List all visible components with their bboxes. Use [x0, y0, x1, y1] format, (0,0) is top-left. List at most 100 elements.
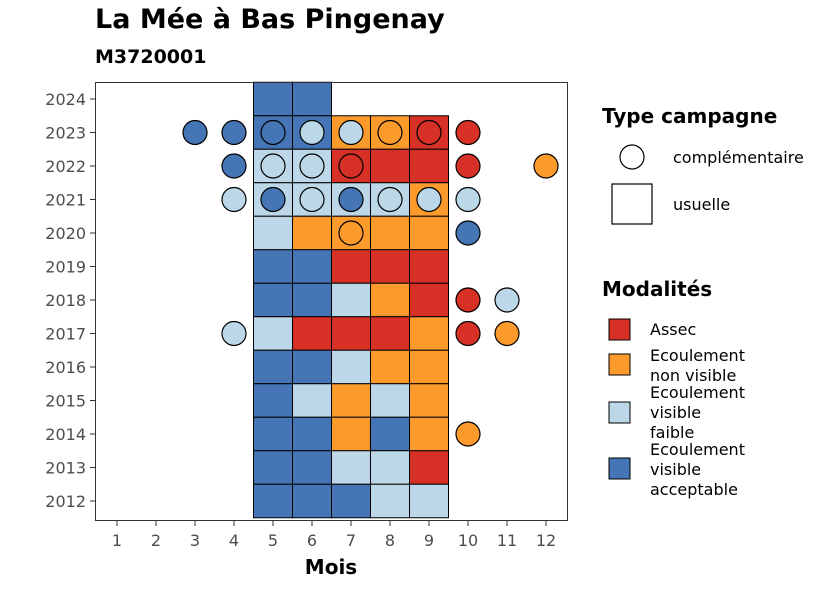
complementaire-point: [455, 287, 481, 313]
usuelle-tile: [331, 416, 371, 452]
y-tick-label: 2012: [45, 492, 86, 511]
complementaire-point: [416, 119, 442, 146]
legend-modalite-label: visible: [650, 403, 701, 422]
y-axis: 2012 2013 2014 2015 2016 2017 2018 2019 2020 2021…: [45, 90, 95, 511]
usuelle-tile: [253, 483, 293, 519]
y-tick-label: 2017: [45, 325, 86, 344]
x-tick-label: 4: [229, 531, 239, 550]
complementaire-point: [338, 153, 364, 179]
usuelle-tile: [253, 450, 293, 485]
usuelle-tile: [370, 282, 410, 318]
panel-border: [95, 82, 568, 521]
complementaire-point: [260, 119, 286, 146]
y-tick-label: 2018: [45, 291, 86, 310]
y-tick-label: 2020: [45, 224, 86, 243]
y-tick-label: 2013: [45, 459, 86, 478]
complementaire-point: [299, 153, 325, 179]
usuelle-tile: [253, 249, 293, 284]
usuelle-tile: [331, 450, 371, 485]
legend-key-assec: [608, 318, 631, 341]
usuelle-tile: [370, 215, 410, 251]
usuelle-tile: [292, 383, 332, 418]
legend-modalite-label: Ecoulement: [650, 440, 745, 459]
legend-modalite-label: Assec: [650, 320, 696, 339]
legend-modalite-label: Ecoulement: [650, 346, 745, 365]
complementaire-point: [221, 153, 247, 179]
complementaire-point: [455, 186, 481, 213]
usuelle-tile: [409, 383, 449, 418]
usuelle-tile: [370, 249, 410, 284]
complementaire-point: [494, 287, 520, 313]
usuelle-tile: [370, 416, 410, 452]
complementaire-point: [338, 220, 364, 246]
legend-modalite-label: non visible: [650, 366, 736, 385]
complementaire-point: [221, 320, 247, 347]
usuelle-tile: [370, 316, 410, 351]
usuelle-tile: [253, 416, 293, 452]
complementaire-point: [338, 186, 364, 213]
x-tick-label: 9: [424, 531, 434, 550]
y-tick-label: 2021: [45, 191, 86, 210]
complementaire-point: [455, 421, 481, 447]
usuelle-tile: [292, 282, 332, 318]
x-tick-label: 10: [458, 531, 478, 550]
x-tick-label: 8: [385, 531, 395, 550]
complementaire-point: [533, 153, 559, 179]
complementaire-point: [455, 153, 481, 179]
y-tick-label: 2023: [45, 124, 86, 143]
complementaire-point: [260, 186, 286, 213]
usuelle-tile: [292, 349, 332, 385]
usuelle-tile: [331, 316, 371, 351]
usuelle-tile: [253, 349, 293, 385]
y-tick-label: 2019: [45, 258, 86, 277]
usuelle-tile: [253, 316, 293, 351]
chart-subtitle: M3720001: [95, 46, 207, 68]
usuelle-tile: [331, 383, 371, 418]
complementaire-point: [221, 186, 247, 213]
y-tick-label: 2024: [45, 90, 86, 109]
usuelle-tile: [331, 483, 371, 519]
x-tick-label: 1: [112, 531, 122, 550]
complementaire-point: [221, 119, 247, 146]
legend-modalite-label: visible: [650, 460, 701, 479]
legend-key-faible: [608, 401, 631, 424]
usuelle-tile: [409, 215, 449, 251]
usuelle-tile: [409, 483, 449, 519]
usuelle-tile: [370, 450, 410, 485]
complementaire-point: [455, 320, 481, 347]
legend-type-label: usuelle: [673, 195, 730, 214]
usuelle-tile: [409, 416, 449, 452]
legend-modalite-label: faible: [650, 423, 694, 442]
usuelle-tile: [331, 349, 371, 385]
y-tick-label: 2016: [45, 358, 86, 377]
usuelle-tile: [409, 316, 449, 351]
x-tick-label: 11: [497, 531, 517, 550]
complementaire-points: [182, 119, 559, 447]
x-axis-title: Mois: [305, 555, 357, 579]
x-tick-label: 12: [536, 531, 556, 550]
legend-key-acceptable: [608, 457, 631, 480]
y-tick-label: 2015: [45, 392, 86, 411]
usuelle-tile: [331, 249, 371, 284]
usuelle-tile: [292, 215, 332, 251]
complementaire-point: [182, 119, 208, 146]
usuelle-tile: [409, 249, 449, 284]
complementaire-point: [494, 320, 520, 347]
complementaire-point: [338, 119, 364, 146]
usuelle-tile: [253, 81, 293, 117]
legend-key-non_visible: [608, 353, 631, 376]
usuelle-tile: [292, 81, 332, 117]
legend-circle-icon: [619, 144, 645, 170]
usuelle-tile: [253, 282, 293, 318]
usuelle-tile: [370, 483, 410, 519]
legend-square-icon: [611, 183, 653, 225]
complementaire-point: [299, 186, 325, 213]
x-tick-label: 7: [346, 531, 356, 550]
x-tick-label: 5: [268, 531, 278, 550]
usuelle-tile: [292, 416, 332, 452]
usuelle-tiles: [253, 81, 449, 519]
usuelle-tile: [370, 148, 410, 184]
complementaire-point: [299, 119, 325, 146]
x-tick-label: 2: [151, 531, 161, 550]
